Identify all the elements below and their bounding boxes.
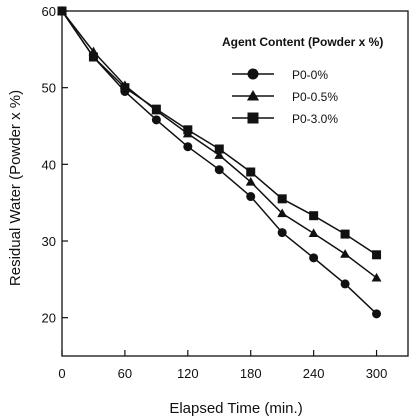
data-point (151, 104, 161, 114)
legend-label: P0-3.0% (292, 112, 338, 126)
data-point (245, 177, 256, 186)
legend-marker (247, 112, 259, 124)
x-axis: 0 60 120 180 240 300 (58, 350, 387, 381)
y-tick-label: 20 (42, 311, 56, 326)
series-layer (57, 6, 382, 319)
data-point (309, 211, 319, 221)
legend-marker (247, 68, 259, 80)
data-point (88, 52, 98, 62)
data-point (120, 83, 130, 93)
y-tick-label: 60 (42, 4, 56, 19)
series-line (61, 10, 378, 315)
data-point (57, 6, 67, 16)
data-point (372, 309, 382, 319)
data-point (371, 272, 382, 282)
legend-label: P0-0.5% (292, 90, 338, 104)
x-axis-label: Elapsed Time (min.) (169, 400, 302, 417)
data-point (214, 165, 224, 175)
legend-label: P0-0% (292, 68, 328, 82)
y-axis-label: Residual Water (Powder x %) (7, 90, 24, 286)
legend-marker (246, 89, 260, 101)
x-tick-label: 300 (366, 366, 388, 381)
series-line (61, 10, 377, 279)
data-point (340, 249, 351, 258)
data-point (214, 150, 225, 159)
legend: P0-0% P0-0.5% P0-3.0% (232, 68, 338, 126)
data-point (277, 208, 288, 218)
data-point (309, 253, 319, 263)
x-tick-label: 60 (118, 366, 132, 381)
x-tick-label: 240 (303, 366, 325, 381)
plot-frame (61, 10, 409, 357)
data-point (183, 125, 193, 135)
data-point (340, 279, 350, 289)
data-point (183, 142, 193, 152)
data-point (246, 167, 256, 177)
legend-title: Agent Content (Powder x %) (222, 35, 383, 49)
x-tick-label: 180 (240, 366, 262, 381)
y-axis: 20 30 40 50 60 (42, 4, 68, 326)
data-point (340, 229, 350, 239)
y-tick-label: 40 (42, 157, 56, 172)
series-3 (57, 6, 382, 260)
data-point (246, 192, 256, 202)
data-point (308, 228, 319, 238)
x-tick-label: 0 (58, 366, 65, 381)
data-point (372, 250, 382, 260)
data-point (277, 194, 287, 204)
plot-border (61, 10, 409, 357)
x-tick-label: 120 (177, 366, 199, 381)
data-point (214, 144, 224, 154)
y-tick-label: 50 (42, 81, 56, 96)
series-1 (57, 6, 382, 319)
data-point (151, 115, 161, 125)
y-tick-label: 30 (42, 234, 56, 249)
data-point (277, 228, 287, 238)
